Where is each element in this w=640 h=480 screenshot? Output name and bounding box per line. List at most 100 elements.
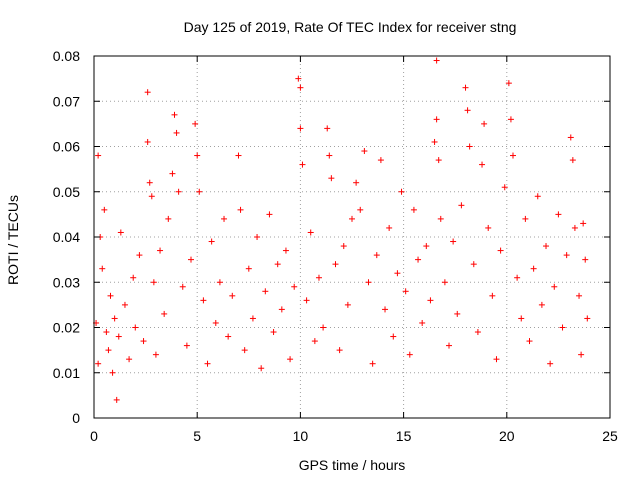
data-point (303, 297, 310, 304)
y-tick-label: 0.05 (53, 184, 80, 200)
data-point (109, 369, 116, 376)
data-point (353, 179, 360, 186)
data-point (188, 256, 195, 263)
data-point (258, 365, 265, 372)
x-tick-label: 25 (602, 428, 618, 444)
data-point (582, 256, 589, 263)
grid (94, 56, 610, 418)
data-point (157, 247, 164, 254)
y-tick-label: 0.04 (53, 229, 80, 245)
data-point (518, 315, 525, 322)
data-point (450, 238, 457, 245)
data-point (431, 138, 438, 145)
data-point (361, 148, 368, 155)
data-point (433, 116, 440, 123)
data-point (295, 75, 302, 82)
data-point (101, 206, 108, 213)
plot-frame (93, 55, 611, 419)
data-point (419, 319, 426, 326)
data-point (441, 279, 448, 286)
data-point (208, 238, 215, 245)
x-tick-label: 5 (193, 428, 201, 444)
data-point (291, 283, 298, 290)
data-point (497, 247, 504, 254)
data-point (474, 329, 481, 336)
data-point (212, 319, 219, 326)
data-point (237, 206, 244, 213)
y-tick-label: 0.08 (53, 48, 80, 64)
data-point (402, 288, 409, 295)
data-point (394, 270, 401, 277)
y-tick-label: 0.03 (53, 274, 80, 290)
data-point (241, 347, 248, 354)
data-point (437, 215, 444, 222)
data-point (505, 80, 512, 87)
data-point (278, 306, 285, 313)
data-point (328, 175, 335, 182)
data-point (543, 243, 550, 250)
data-point (340, 243, 347, 250)
data-point (204, 360, 211, 367)
data-point (410, 206, 417, 213)
data-point (126, 356, 133, 363)
data-point (435, 157, 442, 164)
data-point (179, 283, 186, 290)
data-point (136, 252, 143, 259)
data-point (169, 170, 176, 177)
data-point (229, 292, 236, 299)
data-point (117, 229, 124, 236)
data-point (357, 206, 364, 213)
data-point (493, 356, 500, 363)
data-point (547, 360, 554, 367)
data-point (462, 84, 469, 91)
data-point (470, 261, 477, 268)
data-point (144, 138, 151, 145)
data-point (415, 256, 422, 263)
data-point (171, 111, 178, 118)
data-point (107, 292, 114, 299)
data-point (173, 129, 180, 136)
data-point (175, 188, 182, 195)
data-point (336, 347, 343, 354)
data-point (196, 188, 203, 195)
data-point (113, 396, 120, 403)
data-point (235, 152, 242, 159)
data-point (551, 283, 558, 290)
data-point (390, 333, 397, 340)
data-point (377, 157, 384, 164)
data-point (254, 234, 261, 240)
data-point (567, 134, 574, 141)
data-point (559, 324, 566, 331)
data-point (121, 301, 128, 308)
data-point (132, 324, 139, 331)
y-tick-label: 0.06 (53, 139, 80, 155)
data-point (501, 184, 508, 191)
data-point (320, 324, 327, 331)
data-point (105, 347, 112, 354)
data-point (249, 315, 256, 322)
data-point (99, 265, 106, 272)
data-point (464, 107, 471, 114)
data-point (332, 261, 339, 268)
x-tick-label: 15 (396, 428, 412, 444)
y-tick-label: 0 (72, 410, 80, 426)
data-point (262, 288, 269, 295)
data-point (287, 356, 294, 363)
y-tick-label: 0.02 (53, 320, 80, 336)
data-point (580, 220, 587, 227)
data-point (406, 351, 413, 358)
data-point (161, 310, 168, 317)
data-point (538, 301, 545, 308)
data-point (576, 292, 583, 299)
data-point (192, 120, 199, 127)
x-axis-label: GPS time / hours (299, 457, 406, 473)
data-point (522, 215, 529, 222)
data-point (221, 215, 228, 222)
data-point (266, 211, 273, 218)
data-point (369, 360, 376, 367)
data-point (146, 179, 153, 186)
data-point (297, 84, 304, 91)
data-point (326, 152, 333, 159)
data-point (165, 215, 172, 222)
